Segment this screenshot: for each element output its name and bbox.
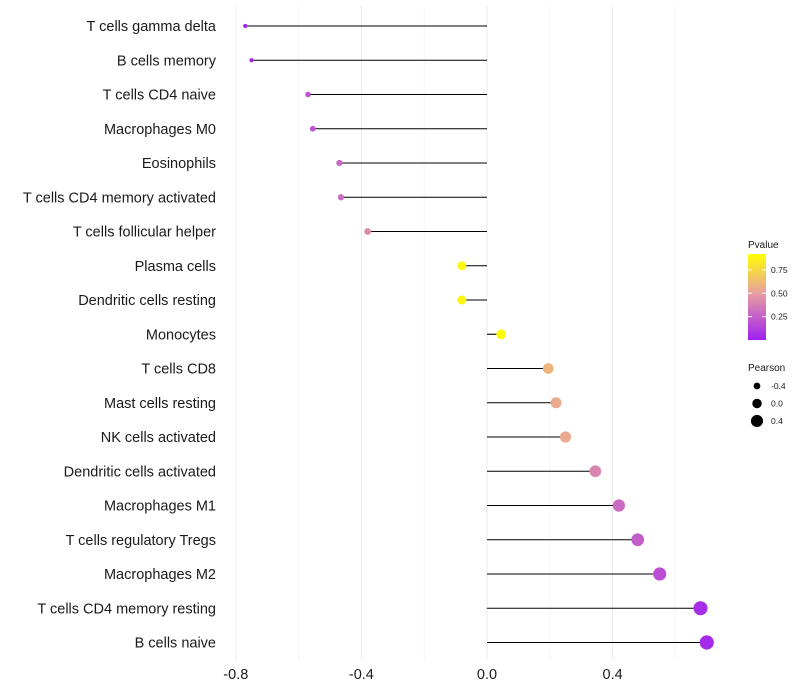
- pvalue-legend: Pvalue 0.75 0.50 0.25: [748, 240, 788, 340]
- data-point: [337, 194, 345, 201]
- size-legend-dot: [750, 414, 764, 428]
- size-legend-dot: [752, 398, 762, 409]
- data-point: [249, 58, 254, 63]
- data-point: [364, 228, 372, 235]
- data-point: [336, 159, 343, 167]
- pearson-legend-entries: -0.4 0.0 0.4: [750, 381, 786, 428]
- category-labels: T cells gamma delta B cells memory T cells…: [23, 19, 217, 652]
- x-tick-label: 0.0: [477, 667, 497, 683]
- category-label: T cells CD8: [141, 362, 216, 378]
- data-point: [309, 125, 316, 132]
- data-point: [305, 91, 311, 98]
- size-legend-label: 0.4: [771, 416, 783, 426]
- x-tick-label: -0.4: [349, 667, 374, 683]
- category-label: Eosinophils: [142, 156, 216, 172]
- x-axis-tick-labels: -0.8 -0.4 0.0 0.4: [223, 667, 622, 683]
- lollipop-points: [243, 23, 714, 650]
- data-point: [653, 567, 667, 581]
- data-point: [457, 261, 467, 271]
- category-label: T cells regulatory Tregs: [66, 533, 216, 549]
- category-label: T cells gamma delta: [87, 19, 217, 35]
- data-point: [693, 601, 708, 616]
- category-label: NK cells activated: [101, 430, 216, 446]
- x-tick-label: 0.4: [603, 667, 623, 683]
- category-label: T cells CD4 memory activated: [23, 190, 216, 206]
- pvalue-colorbar-ticks: 0.75 0.50 0.25: [748, 265, 788, 322]
- data-point: [612, 499, 626, 512]
- data-point: [457, 295, 467, 305]
- size-legend-label: 0.0: [771, 399, 783, 409]
- category-label: Plasma cells: [135, 259, 216, 275]
- category-label: Dendritic cells activated: [64, 464, 216, 480]
- pearson-legend: Pearson -0.4 0.0 0.4: [748, 363, 786, 428]
- size-legend-label: -0.4: [771, 381, 786, 391]
- size-legend-dot: [753, 382, 761, 390]
- category-label: B cells memory: [117, 53, 217, 69]
- grid-lines: [235, 6, 676, 660]
- colorbar-tick-label: 0.25: [771, 312, 788, 322]
- data-point: [550, 397, 562, 409]
- data-point: [559, 431, 572, 443]
- data-point: [542, 363, 554, 374]
- category-label: Macrophages M1: [104, 499, 216, 515]
- category-label: B cells naive: [135, 636, 216, 652]
- category-label: T cells CD4 naive: [103, 88, 216, 104]
- pvalue-legend-title: Pvalue: [748, 240, 779, 251]
- data-point: [589, 465, 602, 478]
- data-point: [243, 23, 248, 29]
- colorbar-tick-label: 0.75: [771, 265, 788, 275]
- category-label: Macrophages M0: [104, 122, 216, 138]
- category-label: Monocytes: [146, 327, 216, 343]
- pvalue-colorbar: [748, 254, 766, 340]
- category-label: Mast cells resting: [104, 396, 216, 412]
- data-point: [496, 329, 506, 340]
- pearson-legend-title: Pearson: [748, 363, 785, 374]
- lollipop-stems: [245, 25, 707, 644]
- colorbar-tick-label: 0.50: [771, 288, 788, 298]
- category-label: T cells CD4 memory resting: [37, 601, 216, 617]
- category-label: Dendritic cells resting: [78, 293, 216, 309]
- data-point: [631, 533, 645, 547]
- data-point: [699, 635, 714, 650]
- x-tick-label: -0.8: [223, 667, 248, 683]
- category-label: T cells follicular helper: [73, 225, 216, 241]
- category-label: Macrophages M2: [104, 567, 216, 583]
